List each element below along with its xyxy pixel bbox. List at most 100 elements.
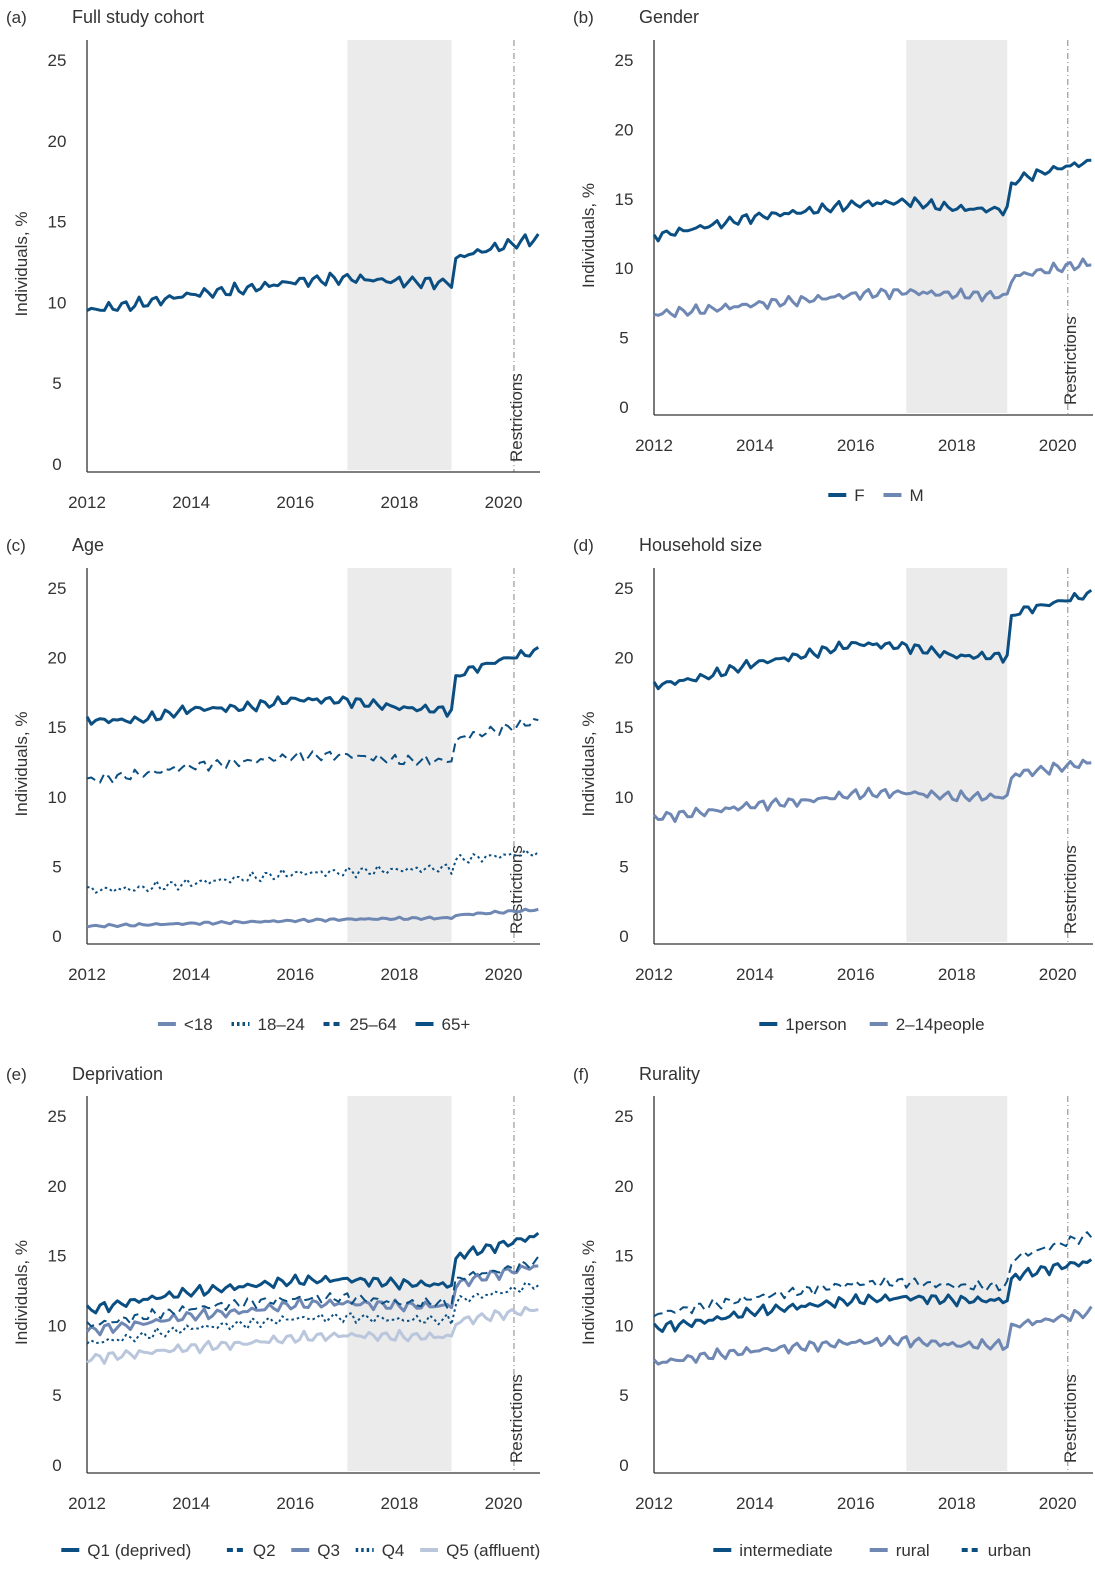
panel-title: Age: [72, 535, 104, 555]
y-tick-label: 25: [615, 51, 634, 70]
shaded-period: [347, 40, 451, 470]
x-tick-label: 2020: [485, 965, 523, 984]
y-tick-label: 5: [52, 374, 61, 393]
x-tick-label: 2012: [68, 965, 106, 984]
panel-title: Deprivation: [72, 1064, 163, 1084]
series-line: [654, 259, 1091, 317]
x-tick-label: 2018: [380, 493, 418, 512]
x-tick-label: 2014: [172, 965, 210, 984]
panel-letter: (c): [6, 536, 26, 555]
y-tick-label: 20: [48, 649, 67, 668]
y-tick-label: 0: [619, 927, 628, 946]
chart-panel-a: (a) Full study cohort Restrictions 0 5 10 15 20…: [6, 7, 540, 512]
x-tick-label: 2018: [938, 1494, 976, 1513]
y-tick-label: 15: [48, 1247, 67, 1266]
x-tick-label: 2020: [485, 1494, 523, 1513]
panel-letter: (d): [573, 536, 594, 555]
series-line: [654, 1307, 1091, 1365]
chart-panel-e: (e) Deprivation Restrictions 0 5 10 15 20 25 Indi…: [6, 1064, 540, 1560]
x-tick-label: 2016: [276, 1494, 314, 1513]
x-tick-label: 2014: [736, 436, 774, 455]
chart-panel-f: (f) RuralityRestrictions0510152025Individ…: [573, 1064, 1093, 1560]
y-tick-label: 10: [615, 1316, 634, 1335]
y-tick-label: 25: [615, 579, 634, 598]
legend-label: 1person: [785, 1015, 846, 1034]
series-line: [87, 1307, 538, 1363]
legend-label: <18: [184, 1015, 213, 1034]
shaded-period: [906, 568, 1007, 942]
legend-label: Q1 (deprived): [87, 1541, 191, 1560]
x-tick-label: 2020: [1039, 965, 1077, 984]
x-tick-label: 2020: [485, 493, 523, 512]
legend: intermediate rural urban: [713, 1541, 1031, 1560]
y-tick-label: 25: [48, 1107, 67, 1126]
y-tick-label: 5: [619, 329, 628, 348]
legend-label: F: [854, 486, 864, 505]
restrictions-label: Restrictions: [507, 1374, 526, 1463]
legend: 1person 2–14people: [759, 1015, 984, 1034]
y-tick-label: 0: [52, 455, 61, 474]
y-tick-label: 0: [619, 398, 628, 417]
restrictions-label: Restrictions: [507, 373, 526, 462]
x-tick-label: 2014: [172, 1494, 210, 1513]
x-tick-label: 2012: [635, 965, 673, 984]
legend-label: intermediate: [739, 1541, 833, 1560]
panel-title: Full study cohort: [72, 7, 204, 27]
y-tick-label: 10: [48, 293, 67, 312]
y-tick-label: 5: [619, 1386, 628, 1405]
series-line: [87, 647, 538, 724]
x-tick-label: 2018: [380, 1494, 418, 1513]
x-tick-label: 2020: [1039, 1494, 1077, 1513]
y-tick-label: 25: [615, 1107, 634, 1126]
panel-letter: (a): [6, 8, 27, 27]
x-tick-label: 2016: [837, 965, 875, 984]
legend-label: 25–64: [350, 1015, 397, 1034]
y-axis-label: Individuals, %: [12, 712, 31, 817]
legend-label: urban: [988, 1541, 1031, 1560]
y-tick-label: 25: [48, 579, 67, 598]
x-tick-label: 2014: [172, 493, 210, 512]
legend-label: Q5 (affluent): [446, 1541, 540, 1560]
y-axis-label: Individuals, %: [579, 1240, 598, 1345]
panel-letter: (f): [573, 1065, 589, 1084]
legend-label: M: [910, 486, 924, 505]
y-tick-label: 20: [48, 1177, 67, 1196]
y-tick-label: 15: [48, 213, 67, 232]
legend-label: 18–24: [258, 1015, 305, 1034]
y-axis-label: Individuals, %: [579, 183, 598, 288]
restrictions-label: Restrictions: [1061, 845, 1080, 934]
series-line: [87, 234, 538, 311]
legend-label: 2–14people: [896, 1015, 985, 1034]
y-tick-label: 15: [615, 190, 634, 209]
legend-label: Q4: [382, 1541, 405, 1560]
y-tick-label: 10: [48, 788, 67, 807]
x-tick-label: 2012: [635, 436, 673, 455]
y-tick-label: 0: [52, 927, 61, 946]
y-tick-label: 0: [52, 1456, 61, 1475]
y-axis-label: Individuals, %: [12, 212, 31, 317]
x-tick-label: 2016: [276, 965, 314, 984]
panel-title: Household size: [639, 535, 762, 555]
chart-panel-d: (d) Household size Restrictions 0 5 10 15 20 25 I…: [573, 535, 1093, 1034]
y-tick-label: 25: [48, 51, 67, 70]
series-line: [654, 590, 1091, 689]
y-tick-label: 10: [615, 259, 634, 278]
series-line: [654, 1232, 1091, 1316]
y-tick-label: 5: [52, 1386, 61, 1405]
restrictions-label: Restrictions: [1061, 316, 1080, 405]
series-line: [87, 719, 538, 783]
x-tick-label: 2018: [380, 965, 418, 984]
legend-label: 65+: [442, 1015, 471, 1034]
shaded-period: [906, 40, 1007, 413]
x-tick-label: 2018: [938, 965, 976, 984]
x-tick-label: 2018: [938, 436, 976, 455]
x-tick-label: 2014: [736, 965, 774, 984]
y-axis-label: Individuals, %: [579, 712, 598, 817]
x-tick-label: 2020: [1039, 436, 1077, 455]
series-line: [654, 160, 1091, 241]
y-tick-label: 0: [619, 1456, 628, 1475]
chart-panel-b: (b) Gender Restrictions 0 5 10 15 20 25 Individua…: [573, 7, 1093, 505]
x-tick-label: 2012: [635, 1494, 673, 1513]
